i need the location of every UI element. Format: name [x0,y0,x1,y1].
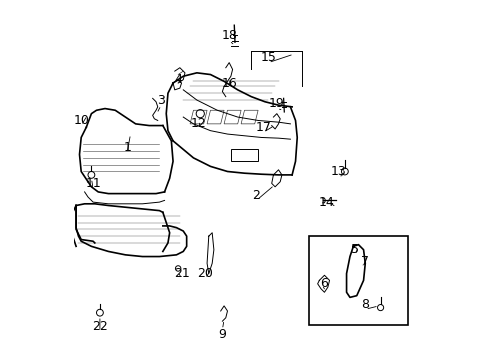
Text: 7: 7 [361,255,368,268]
Text: 19: 19 [268,97,284,110]
Text: 5: 5 [350,243,358,256]
Text: 8: 8 [361,298,368,311]
Text: 4: 4 [174,73,182,86]
Text: 13: 13 [329,165,345,178]
Text: 18: 18 [221,29,237,42]
Text: 17: 17 [255,121,270,134]
Text: 22: 22 [92,320,107,333]
Text: 3: 3 [157,94,165,107]
Text: 1: 1 [123,141,131,154]
Text: 20: 20 [197,267,213,280]
Text: 11: 11 [85,177,101,190]
Text: 12: 12 [190,117,206,130]
Text: 6: 6 [320,277,328,290]
Text: 9: 9 [218,328,226,341]
Text: 10: 10 [73,114,89,127]
Text: 14: 14 [318,195,333,208]
Text: 2: 2 [252,189,260,202]
Text: 21: 21 [173,267,189,280]
Text: 16: 16 [221,77,237,90]
Text: 15: 15 [260,51,276,64]
